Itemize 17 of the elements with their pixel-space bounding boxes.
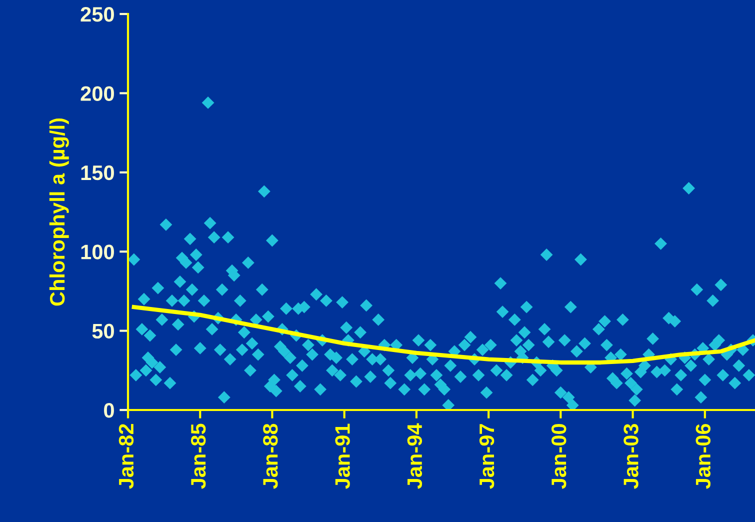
x-tick-label: Jan-94 bbox=[407, 423, 422, 489]
y-tick-label: 100 bbox=[81, 244, 114, 260]
x-tick-label: Jan-91 bbox=[335, 424, 350, 489]
x-tick-label: Jan-97 bbox=[479, 424, 494, 489]
y-tick-label: 200 bbox=[80, 86, 114, 101]
x-tick-label: Jan-82 bbox=[118, 424, 134, 489]
x-tick-label: Jan-85 bbox=[190, 424, 206, 489]
line-series bbox=[132, 304, 755, 365]
y-tick-label: 250 bbox=[80, 7, 114, 22]
y-tick-label: 150 bbox=[81, 165, 114, 180]
y-axis-title: Chlorophyll a (µg/l) bbox=[49, 118, 69, 306]
y-tick-label: 50 bbox=[92, 324, 114, 339]
x-tick-label: Jan-03 bbox=[624, 424, 638, 489]
y-tick-label: 0 bbox=[104, 403, 114, 418]
x-tick-label: Jan-00 bbox=[551, 424, 566, 489]
x-tick-label: Jan-06 bbox=[696, 424, 711, 489]
x-tick-label: Jan-88 bbox=[263, 424, 278, 489]
